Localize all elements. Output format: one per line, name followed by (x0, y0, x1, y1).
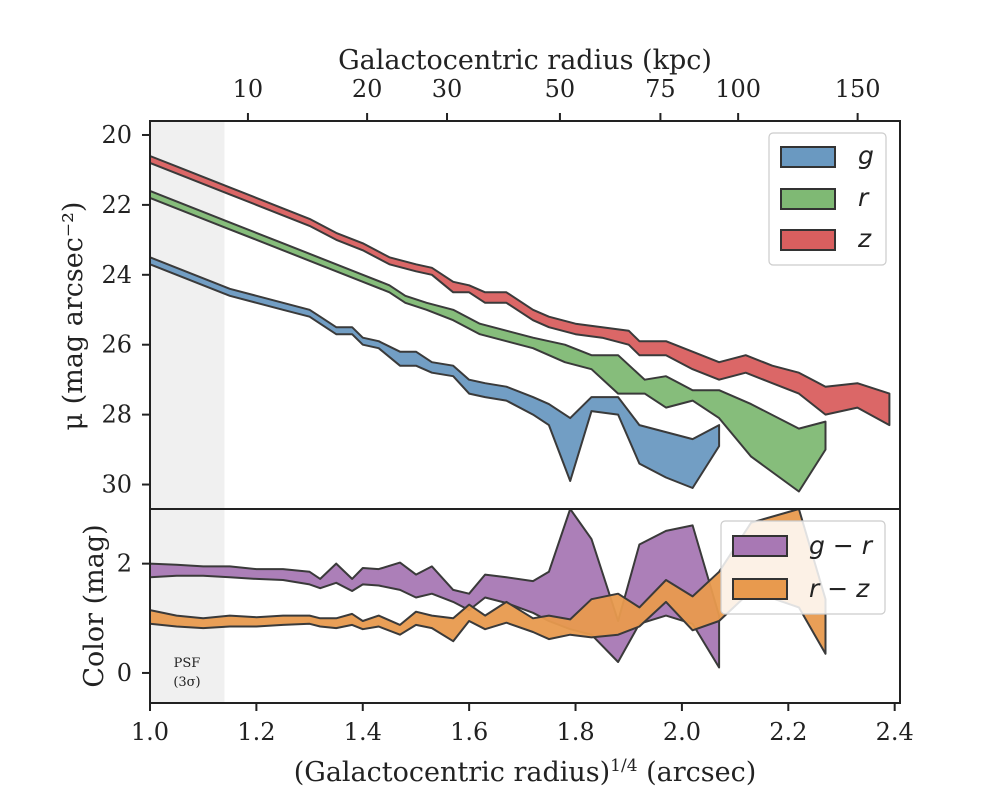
top-y-tick-label: 22 (101, 191, 132, 219)
top-kpc-tick-label: 10 (233, 75, 264, 103)
top-kpc-tick-label: 50 (545, 75, 576, 103)
bottom-y-tick-label: 0 (117, 659, 132, 687)
top-legend: g r z (768, 132, 887, 266)
legend-label-g-r: g − r (809, 531, 874, 560)
top-y-tick-label: 30 (101, 471, 132, 499)
bottom-y-ticks: 02 (117, 550, 150, 687)
psf-region-bottom (150, 509, 225, 703)
psf-region-top (150, 121, 225, 509)
top-y-axis-title: μ (mag arcsec⁻²) (58, 202, 89, 431)
x-title-unit: (arcsec) (638, 757, 757, 788)
bottom-y-axis-title: Color (mag) (79, 524, 110, 687)
color-panel: 02 1.0 1.2 1.4 1.6 1.8 2.0 2.2 2.4 PSF (3σ) (Ga… (79, 508, 914, 788)
legend-label-g: g (858, 141, 874, 170)
psf-label: PSF (174, 656, 201, 671)
bottom-x-tick-label: 2.4 (876, 718, 914, 746)
top-series-group (149, 155, 891, 493)
top-kpc-tick-label: 100 (715, 75, 761, 103)
top-y-tick-label: 26 (101, 331, 132, 359)
bottom-x-tick-label: 1.8 (556, 718, 594, 746)
top-kpc-tick-label: 30 (432, 75, 463, 103)
top-y-tick-label: 28 (101, 401, 132, 429)
band-z (149, 155, 891, 427)
legend-label-r-z: r − z (809, 574, 870, 603)
legend-label-r: r (858, 183, 870, 212)
top-kpc-tick-label: 75 (645, 75, 676, 103)
surface-brightness-panel: 20 22 24 26 28 30 10 20 30 50 75 100 150 Galactocen… (58, 45, 901, 510)
legend-swatch-g-r (732, 535, 788, 557)
band-g (149, 256, 721, 489)
legend-swatch-r (780, 188, 836, 210)
x-title-base: (Galactocentric radius) (294, 757, 610, 788)
top-y-tick-label: 20 (101, 121, 132, 149)
bottom-x-axis-title: (Galactocentric radius)1/4 (arcsec) (294, 756, 757, 788)
bottom-x-tick-label: 1.4 (344, 718, 382, 746)
top-kpc-ticks: 10 20 30 50 75 100 150 (233, 75, 881, 121)
legend-swatch-g (780, 146, 836, 168)
legend-label-z: z (857, 224, 872, 253)
bottom-x-tick-label: 1.2 (237, 718, 275, 746)
bottom-x-ticks: 1.0 1.2 1.4 1.6 1.8 2.0 2.2 2.4 (131, 703, 914, 746)
bottom-x-tick-label: 1.0 (131, 718, 169, 746)
x-title-exp: 1/4 (610, 756, 637, 776)
top-kpc-tick-label: 20 (352, 75, 383, 103)
psf-sigma-label: (3σ) (173, 675, 200, 690)
top-y-tick-label: 24 (101, 261, 132, 289)
bottom-axes-frame (149, 508, 901, 704)
bottom-x-tick-label: 2.0 (663, 718, 701, 746)
legend-swatch-r-z (732, 578, 788, 600)
band-gr (149, 508, 721, 669)
top-x-axis-title: Galactocentric radius (kpc) (338, 45, 712, 76)
bottom-x-tick-label: 1.6 (450, 718, 488, 746)
bottom-legend: g − r r − z (720, 520, 886, 615)
bottom-y-tick-label: 2 (117, 550, 132, 578)
top-kpc-tick-label: 150 (835, 75, 881, 103)
legend-swatch-z (780, 229, 836, 251)
bottom-x-tick-label: 2.2 (769, 718, 807, 746)
band-r (149, 189, 827, 493)
top-y-ticks: 20 22 24 26 28 30 (101, 121, 150, 499)
